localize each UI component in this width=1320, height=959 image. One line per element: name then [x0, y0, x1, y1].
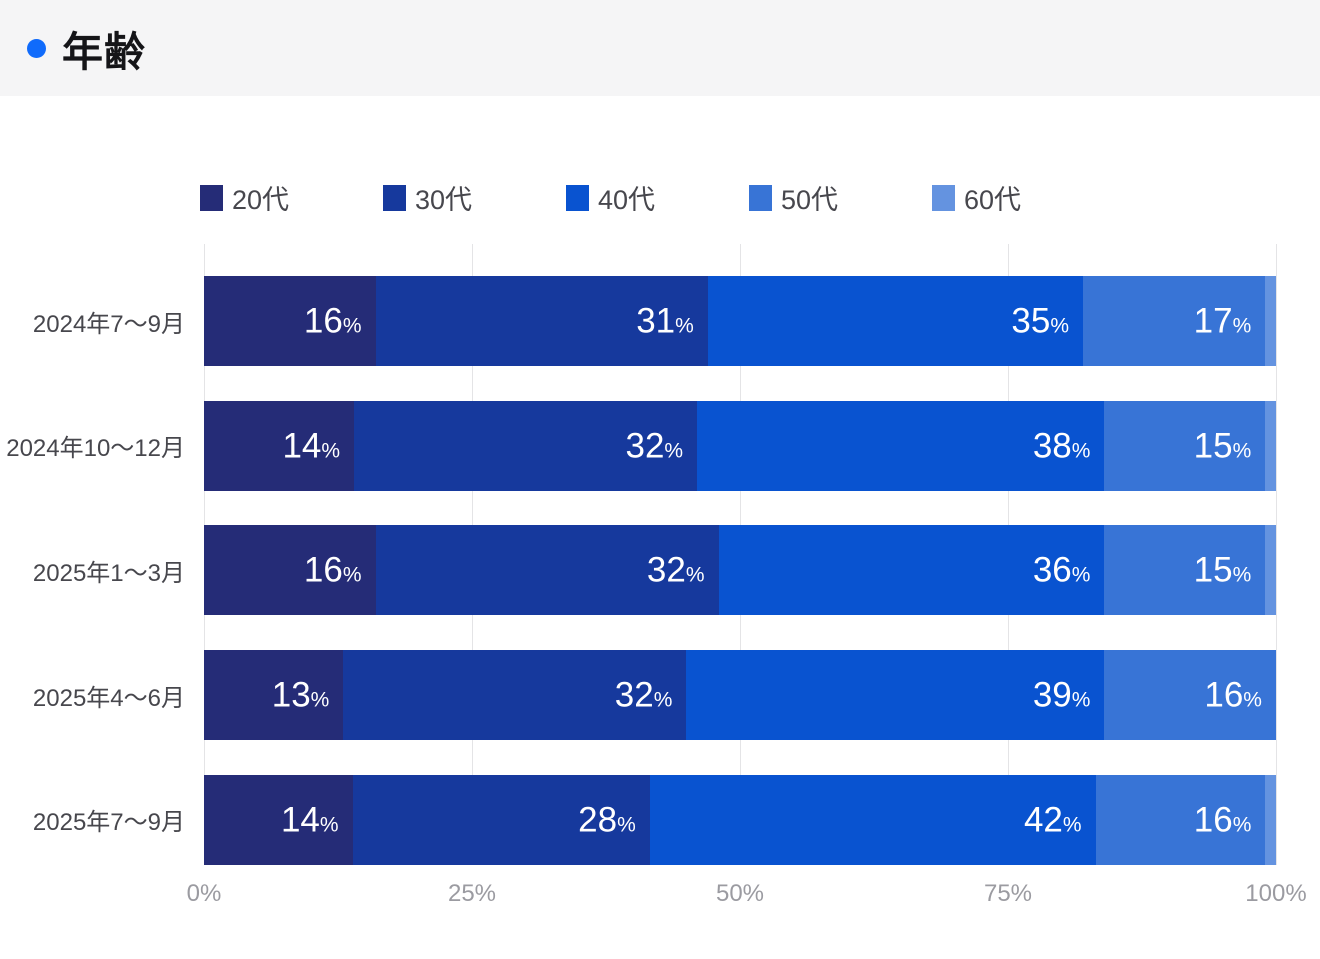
- row-label: 2024年10〜12月: [6, 435, 185, 463]
- segment-value-label: 16%: [303, 550, 362, 590]
- legend-item: 50代: [749, 178, 932, 217]
- x-axis-tick-label: 25%: [447, 879, 497, 907]
- bar-segment: [1265, 774, 1276, 865]
- bar-segment: 15%: [1104, 525, 1266, 616]
- segment-value-label: 32%: [625, 426, 684, 466]
- bar-segment: 32%: [354, 400, 698, 491]
- stacked-bar: 13% 32% 39% 16%: [204, 650, 1276, 741]
- legend-swatch-icon: [749, 184, 772, 211]
- bar-segment: 32%: [375, 525, 719, 616]
- bar-segment: 36%: [718, 525, 1105, 616]
- segment-value-label: 31%: [636, 301, 694, 341]
- legend-item: 60代: [932, 178, 1115, 217]
- legend-swatch-icon: [566, 184, 589, 211]
- segment-value-label: 16%: [303, 301, 362, 341]
- x-axis-tick-label: 75%: [983, 879, 1033, 907]
- legend-swatch-icon: [932, 184, 955, 211]
- legend-label: 50代: [781, 185, 839, 215]
- legend-item: 40代: [566, 178, 749, 217]
- segment-value-label: 13%: [271, 675, 330, 715]
- row-label: 2025年4〜6月: [32, 684, 185, 712]
- stacked-bar: 14% 32% 38% 15%: [204, 400, 1276, 491]
- row-label: 2025年1〜3月: [32, 559, 185, 587]
- segment-value-label: 14%: [282, 426, 341, 466]
- bar-segment: [1265, 276, 1276, 366]
- bar-row: 2024年10〜12月 14% 32% 38% 15%: [0, 400, 1276, 491]
- stacked-bar: 14% 28% 42% 16%: [204, 774, 1276, 865]
- header: 年齢: [0, 0, 1320, 96]
- bar-segment: 39%: [686, 650, 1105, 741]
- segment-value-label: 16%: [1193, 800, 1252, 840]
- x-axis-tick-label: 0%: [186, 879, 222, 907]
- gridline: [1276, 244, 1277, 865]
- bar-segment: 14%: [204, 774, 353, 865]
- bar-row: 2025年1〜3月 16% 32% 36% 15%: [0, 525, 1276, 616]
- stacked-bar-chart: 2024年7〜9月 16% 31% 35% 17% 2024年10〜12月 14% 32% 38…: [0, 244, 1277, 865]
- legend-label: 20代: [232, 185, 290, 215]
- legend-label: 40代: [598, 185, 656, 215]
- stacked-bar: 16% 31% 35% 17%: [204, 276, 1276, 366]
- bar-segment: 17%: [1083, 276, 1266, 366]
- segment-value-label: 15%: [1193, 550, 1252, 590]
- chart-legend: 20代 30代 40代 50代 60代: [200, 178, 1320, 217]
- bar-segment: 28%: [352, 774, 650, 865]
- bar-segment: 42%: [649, 774, 1096, 865]
- legend-label: 60代: [964, 185, 1022, 215]
- segment-value-label: 42%: [1023, 800, 1082, 840]
- stacked-bar: 16% 32% 36% 15%: [204, 525, 1276, 616]
- bar-rows: 2024年7〜9月 16% 31% 35% 17% 2024年10〜12月 14% 32% 38…: [0, 244, 1276, 865]
- bar-segment: [1265, 400, 1276, 491]
- segment-value-label: 16%: [1204, 675, 1262, 715]
- row-label: 2025年7〜9月: [32, 809, 185, 837]
- legend-item: 20代: [200, 178, 383, 217]
- bar-row: 2025年4〜6月 13% 32% 39% 16%: [0, 650, 1276, 741]
- segment-value-label: 38%: [1032, 426, 1091, 466]
- bar-segment: 31%: [375, 276, 708, 366]
- bar-segment: 16%: [204, 276, 376, 366]
- segment-value-label: 15%: [1193, 426, 1252, 466]
- row-label: 2024年7〜9月: [32, 310, 185, 338]
- segment-value-label: 35%: [1011, 301, 1070, 341]
- bar-row: 2025年7〜9月 14% 28% 42% 16%: [0, 774, 1276, 865]
- segment-value-label: 28%: [578, 800, 636, 840]
- bar-segment: 16%: [1095, 774, 1266, 865]
- page-title: 年齢: [62, 29, 146, 75]
- x-axis-tick-label: 50%: [715, 879, 765, 907]
- bar-segment: 15%: [1104, 400, 1266, 491]
- legend-swatch-icon: [383, 184, 406, 211]
- segment-value-label: 36%: [1032, 550, 1091, 590]
- bar-segment: 13%: [204, 650, 344, 741]
- legend-item: 30代: [383, 178, 566, 217]
- segment-value-label: 32%: [614, 675, 673, 715]
- segment-value-label: 17%: [1193, 301, 1252, 341]
- bar-segment: 16%: [1104, 650, 1276, 741]
- bar-segment: 32%: [343, 650, 687, 741]
- legend-label: 30代: [415, 185, 473, 215]
- segment-value-label: 39%: [1032, 675, 1091, 715]
- bar-segment: 14%: [204, 400, 355, 491]
- x-axis: 0% 25% 50% 75% 100%: [0, 865, 1307, 911]
- bar-row: 2024年7〜9月 16% 31% 35% 17%: [0, 276, 1276, 366]
- bar-segment: 38%: [697, 400, 1105, 491]
- bar-segment: 35%: [707, 276, 1084, 366]
- legend-swatch-icon: [200, 184, 223, 211]
- x-axis-tick-label: 100%: [1245, 879, 1307, 907]
- segment-value-label: 14%: [280, 800, 339, 840]
- bar-segment: [1265, 525, 1276, 616]
- segment-value-label: 32%: [646, 550, 705, 590]
- bar-segment: 16%: [204, 525, 376, 616]
- bullet-dot-icon: [27, 38, 46, 58]
